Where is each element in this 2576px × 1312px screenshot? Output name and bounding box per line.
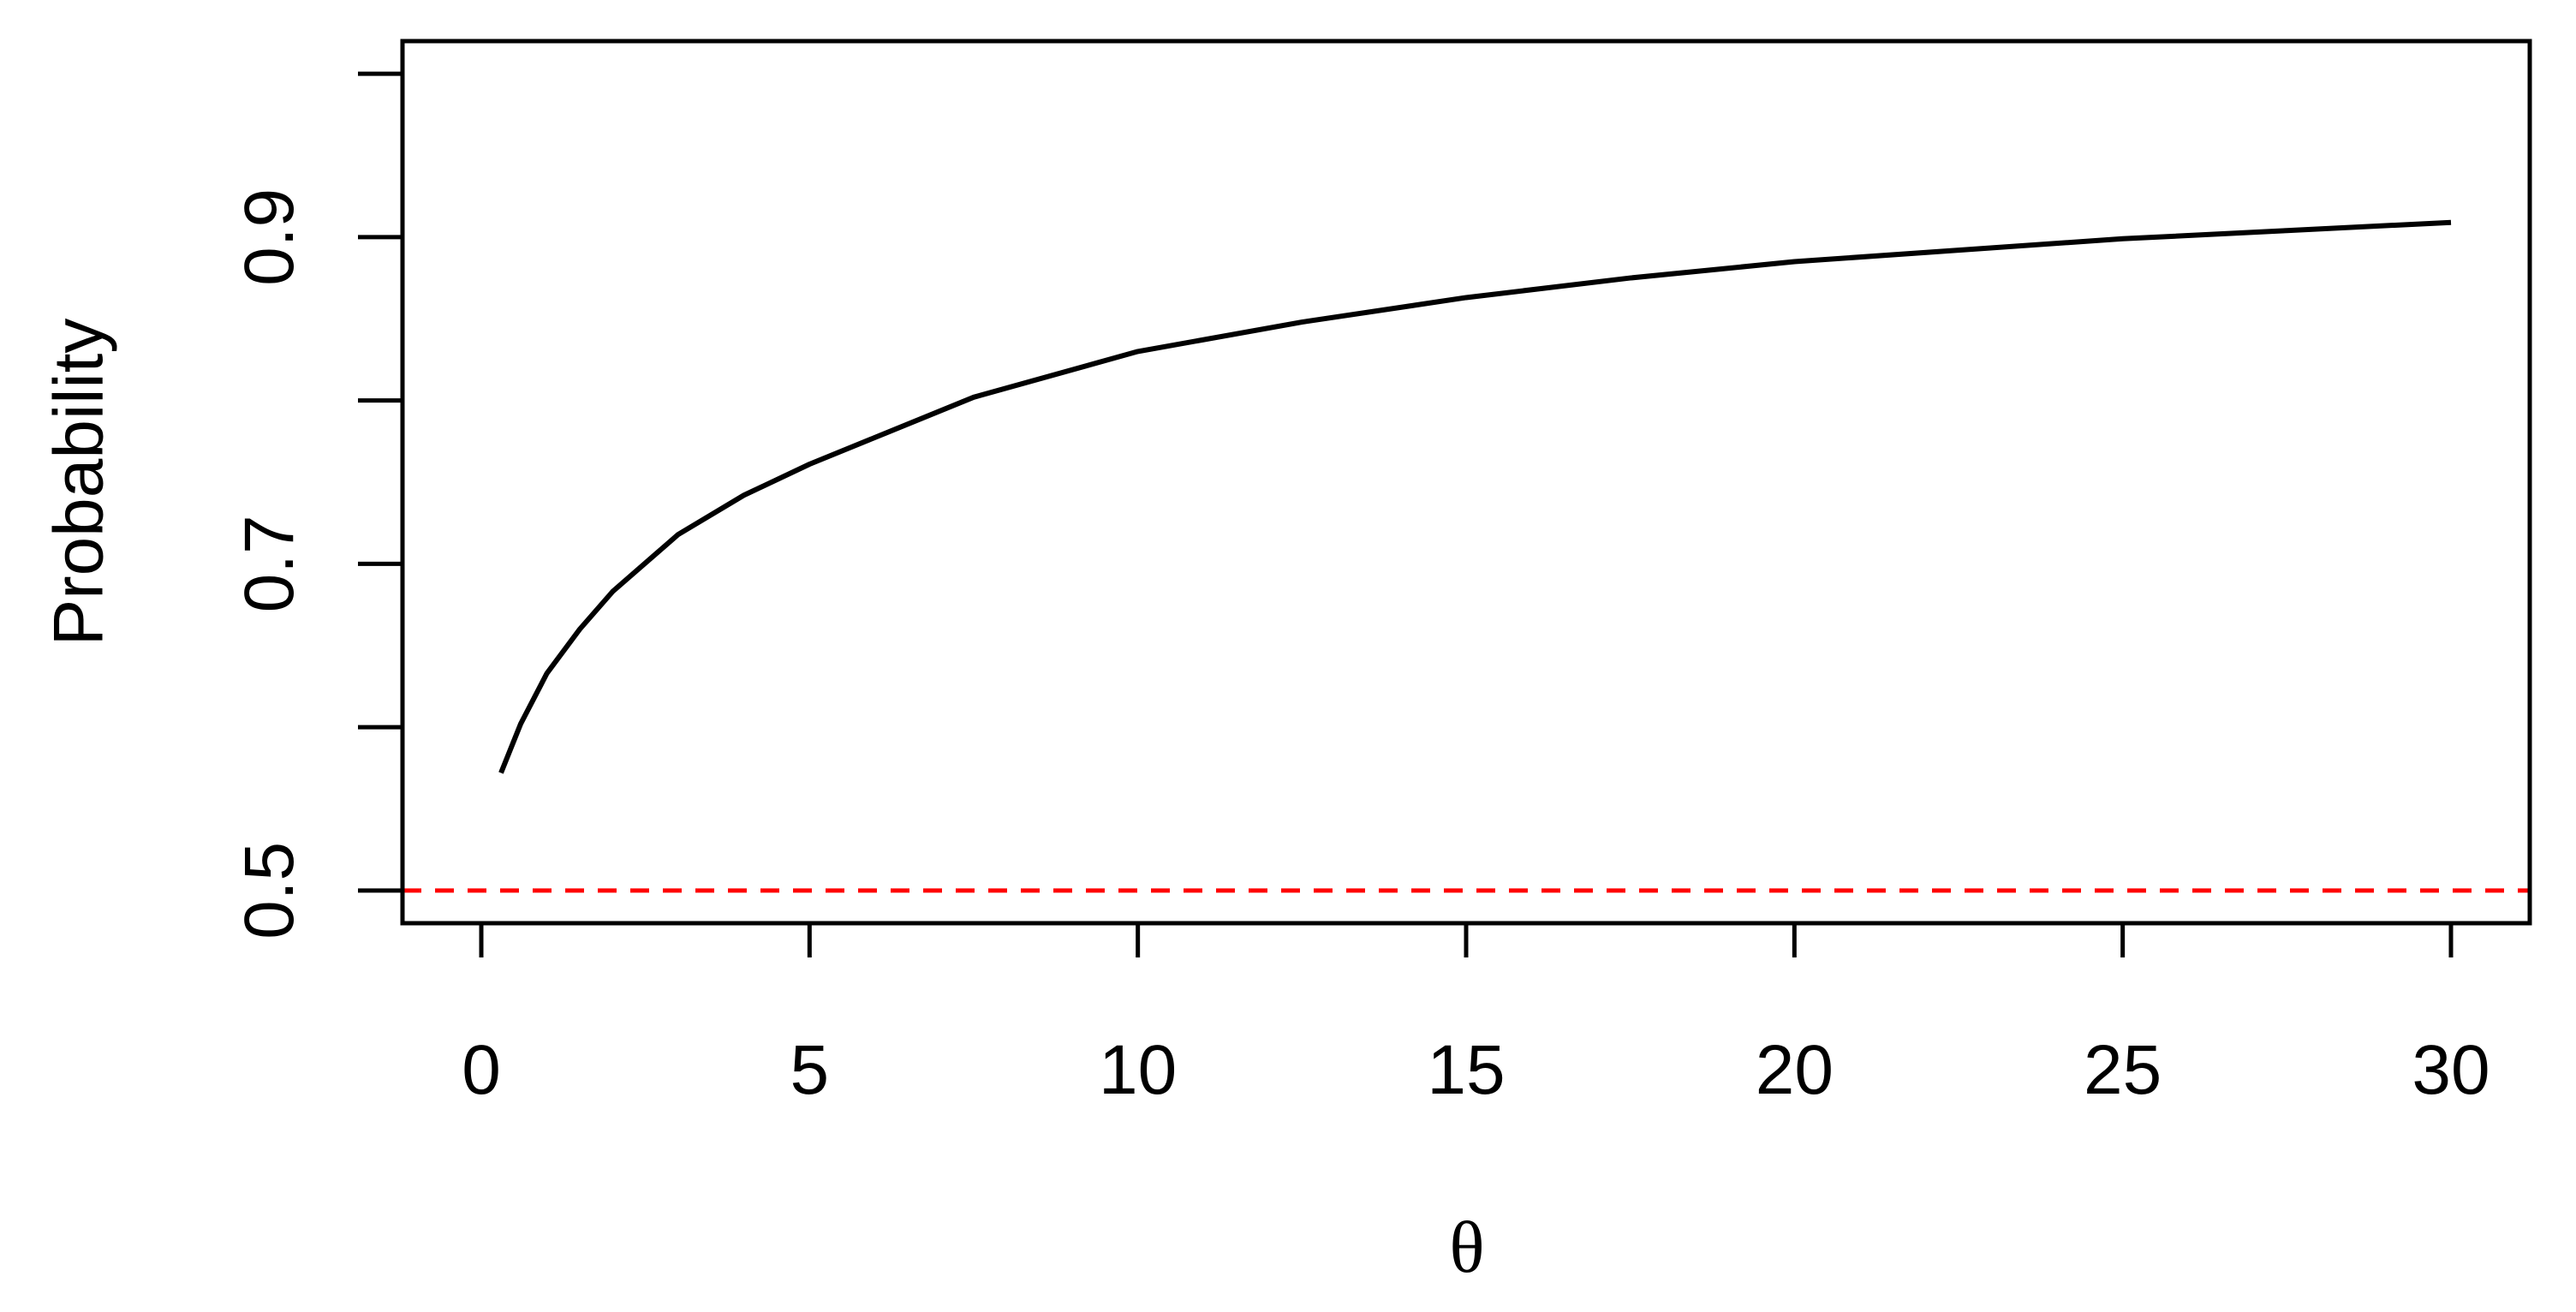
plot-frame bbox=[400, 39, 2532, 926]
x-tick-label: 0 bbox=[462, 1031, 501, 1109]
x-tick-label: 20 bbox=[1756, 1031, 1834, 1109]
x-tick-label: 25 bbox=[2084, 1031, 2162, 1109]
y-tick-label: 0.9 bbox=[230, 188, 308, 286]
y-tick-label: 0.5 bbox=[230, 842, 308, 939]
x-tick-label: 10 bbox=[1099, 1031, 1177, 1109]
x-tick-label: 15 bbox=[1427, 1031, 1505, 1109]
y-tick-label: 0.7 bbox=[230, 515, 308, 612]
y-axis-label: Probability bbox=[40, 319, 118, 647]
x-tick-label: 5 bbox=[790, 1031, 830, 1109]
x-axis-label: θ bbox=[1449, 1206, 1484, 1288]
data-line bbox=[498, 219, 2452, 774]
x-tick-label: 30 bbox=[2412, 1031, 2490, 1109]
